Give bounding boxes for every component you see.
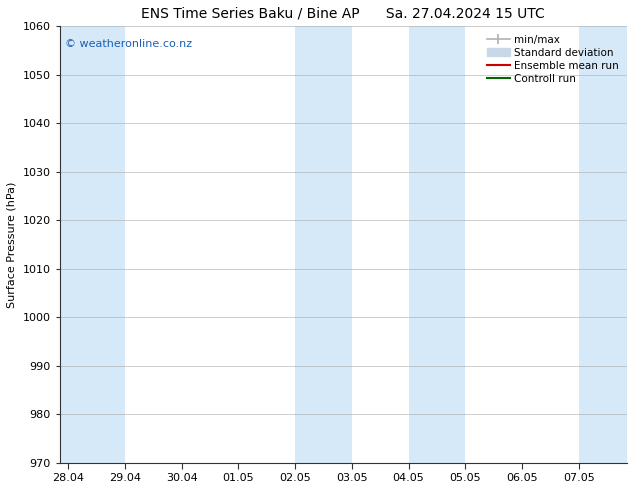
Legend: min/max, Standard deviation, Ensemble mean run, Controll run: min/max, Standard deviation, Ensemble me…: [484, 31, 622, 87]
Bar: [295, 26, 352, 463]
Bar: [408, 26, 465, 463]
Y-axis label: Surface Pressure (hPa): Surface Pressure (hPa): [7, 181, 17, 308]
Bar: [579, 26, 627, 463]
Text: © weatheronline.co.nz: © weatheronline.co.nz: [65, 39, 193, 49]
Title: ENS Time Series Baku / Bine AP      Sa. 27.04.2024 15 UTC: ENS Time Series Baku / Bine AP Sa. 27.04…: [141, 7, 545, 21]
Bar: [60, 26, 125, 463]
